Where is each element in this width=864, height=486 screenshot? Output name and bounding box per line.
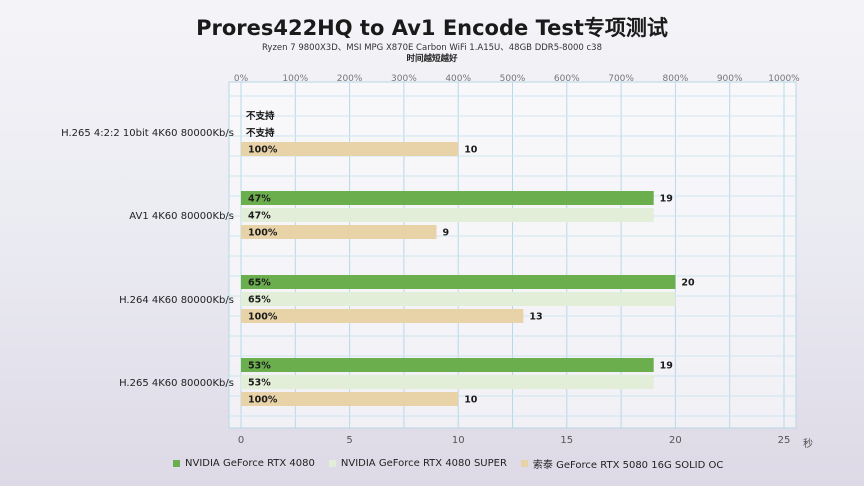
bar-1 — [241, 208, 654, 222]
category-label: H.264 4K60 80000Kb/s — [119, 295, 234, 306]
bar-value-label: 10 — [464, 395, 478, 406]
bar-percent-label: 65% — [248, 295, 271, 306]
bar-0 — [241, 358, 654, 372]
legend-item-rtx4080: NVIDIA GeForce RTX 4080 — [173, 458, 315, 469]
top-tick-label: 800% — [663, 74, 689, 84]
x-unit-label: 秒 — [803, 437, 813, 450]
bar-2 — [241, 309, 524, 323]
legend-label-rtx5080: 索泰 GeForce RTX 5080 16G SOLID OC — [532, 460, 724, 471]
category-label: AV1 4K60 80000Kb/s — [129, 211, 234, 222]
top-tick-label: 900% — [717, 74, 743, 84]
bar-value-label: 20 — [681, 278, 695, 289]
legend-label-rtx4080: NVIDIA GeForce RTX 4080 — [185, 458, 315, 469]
top-tick-label: 700% — [608, 74, 634, 84]
legend-label-rtx4080super: NVIDIA GeForce RTX 4080 SUPER — [340, 458, 507, 469]
x-tick-label: 10 — [452, 435, 465, 446]
x-tick-label: 5 — [346, 435, 352, 446]
legend-swatch-rtx5080 — [520, 460, 528, 467]
top-tick-label: 500% — [500, 74, 526, 84]
bar-value-label: 9 — [442, 228, 449, 239]
x-tick-label: 20 — [669, 435, 682, 446]
bar-2 — [241, 142, 459, 156]
bar-value-label: 13 — [529, 312, 542, 323]
legend-swatch-rtx4080 — [173, 460, 180, 467]
bar-percent-label: 100% — [248, 395, 278, 406]
category-label: H.265 4K60 80000Kb/s — [119, 378, 234, 389]
bar-percent-label: 47% — [248, 211, 271, 222]
bar-2 — [241, 392, 459, 406]
legend: NVIDIA GeForce RTX 4080 NVIDIA GeForce R… — [173, 456, 723, 471]
bar-value-label: 19 — [660, 194, 673, 205]
x-tick-label: 25 — [778, 435, 791, 446]
chart-subtitle: Ryzen 7 9800X3D、MSI MPG X870E Carbon WiF… — [261, 43, 602, 53]
bar-1 — [241, 375, 654, 389]
legend-swatch-rtx4080super — [328, 460, 336, 467]
top-tick-label: 100% — [282, 74, 308, 84]
bar-0 — [241, 191, 654, 205]
bar-0 — [241, 275, 676, 289]
bar-label-unsupported: 不支持 — [246, 110, 275, 122]
chart-title: Prores422HQ to Av1 Encode Test专项测试 — [196, 16, 668, 40]
top-tick-label: 1000% — [768, 74, 800, 84]
legend-item-rtx4080super: NVIDIA GeForce RTX 4080 SUPER — [328, 458, 507, 469]
bar-2 — [241, 225, 437, 239]
category-label: H.265 4:2:2 10bit 4K60 80000Kb/s — [61, 128, 234, 139]
bar-percent-label: 65% — [248, 278, 271, 289]
top-tick-label: 300% — [391, 74, 417, 84]
bar-value-label: 19 — [660, 361, 673, 372]
top-tick-label: 0% — [234, 74, 249, 84]
bar-1 — [241, 292, 676, 306]
chart-note: 时间越短越好 — [406, 54, 458, 64]
bar-label-unsupported: 不支持 — [246, 127, 275, 139]
bar-percent-label: 53% — [248, 361, 271, 372]
legend-item-rtx5080: 索泰 GeForce RTX 5080 16G SOLID OC — [520, 456, 724, 471]
bar-percent-label: 100% — [248, 145, 278, 156]
top-tick-label: 200% — [337, 74, 363, 84]
bar-percent-label: 100% — [248, 312, 278, 323]
bar-value-label: 10 — [464, 145, 478, 156]
bar-percent-label: 53% — [248, 378, 271, 389]
top-tick-label: 400% — [445, 74, 471, 84]
x-tick-label: 0 — [238, 435, 244, 446]
top-tick-label: 600% — [554, 74, 580, 84]
bar-percent-label: 47% — [248, 194, 271, 205]
x-tick-label: 15 — [560, 435, 573, 446]
bar-percent-label: 100% — [248, 228, 278, 239]
